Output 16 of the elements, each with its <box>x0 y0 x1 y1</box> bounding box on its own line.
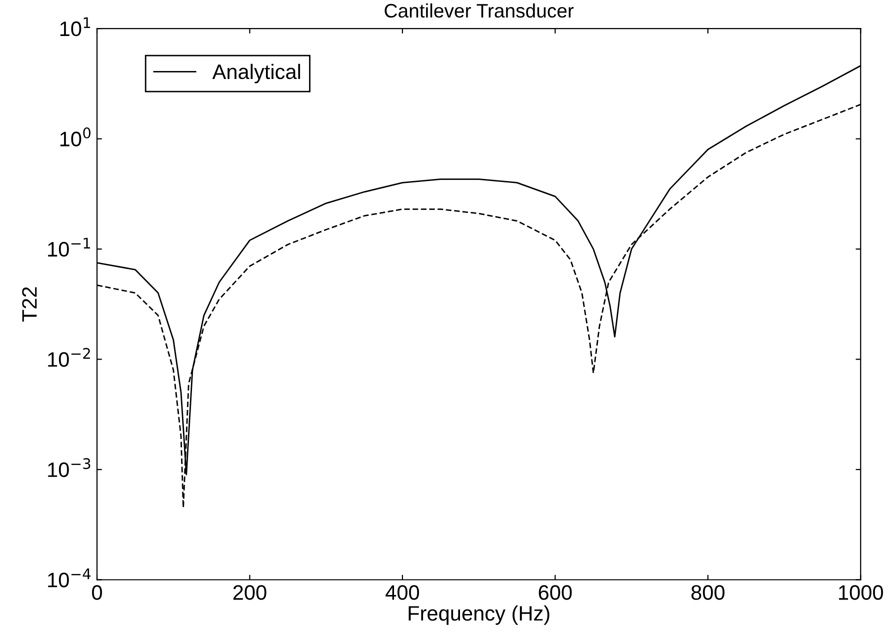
x-tick-label: 1000 <box>839 585 883 600</box>
y-tick-label: 10$^{−1}$ <box>48 238 90 257</box>
x-tick-label: 800 <box>691 585 724 600</box>
y-tick-label: 10$^{−4}$ <box>48 568 91 588</box>
y-tick-label: 10$^{1}$ <box>60 17 90 36</box>
x-tick-label: 400 <box>386 585 420 600</box>
x-tick-label: 600 <box>538 585 572 600</box>
chart-title: Cantilever Transducer <box>384 3 574 18</box>
y-tick-label: 10$^{−2}$ <box>48 348 90 367</box>
x-tick-label: 200 <box>233 585 266 600</box>
y-tick-label: 10$^{0}$ <box>60 127 90 146</box>
y-tick-label: 10$^{−3}$ <box>48 458 90 478</box>
x-axis-title: Frequency (Hz) <box>408 605 550 625</box>
x-tick-label: 0 <box>92 585 102 600</box>
y-axis-title: T22 <box>22 287 37 322</box>
legend-label: Analytical <box>212 64 300 84</box>
